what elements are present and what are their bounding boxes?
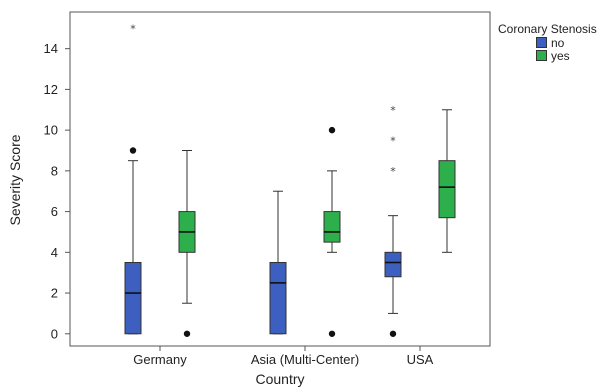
series-no-outlier-dot bbox=[129, 147, 137, 154]
y-tick-label: 4 bbox=[51, 245, 58, 260]
y-axis-label: Severity Score bbox=[7, 134, 23, 225]
x-tick-label: Asia (Multi-Center) bbox=[251, 352, 359, 367]
series-no-outlier-star: * bbox=[390, 104, 396, 117]
x-axis-ticks: Germany Asia (Multi-Center) USA bbox=[133, 346, 434, 367]
legend-item-no: no bbox=[536, 35, 610, 50]
series-no-box bbox=[384, 251, 402, 278]
legend-label-no: no bbox=[551, 35, 565, 50]
x-tick-label: USA bbox=[407, 352, 434, 367]
x-tick-label: Germany bbox=[133, 352, 187, 367]
series-yes-box bbox=[323, 211, 341, 243]
series-yes-box bbox=[438, 160, 456, 219]
y-tick-label: 8 bbox=[51, 163, 58, 178]
series-no-outlier-star: * bbox=[390, 134, 396, 147]
series-no-box bbox=[269, 262, 287, 335]
x-axis-label: Country bbox=[255, 371, 304, 387]
y-tick-label: 12 bbox=[44, 82, 58, 97]
legend-title: Coronary Stenosis bbox=[498, 22, 597, 36]
y-tick-label: 2 bbox=[51, 286, 58, 301]
legend-item-yes: yes bbox=[536, 48, 610, 63]
series-yes-outlier-dot bbox=[183, 330, 191, 337]
series-yes-outlier-dot bbox=[328, 126, 336, 134]
series-no-outlier-dot bbox=[389, 330, 397, 337]
box-series: * * * * bbox=[124, 22, 456, 337]
y-tick-label: 0 bbox=[51, 326, 58, 341]
legend-swatch-yes bbox=[536, 50, 547, 61]
series-no-outlier-star: * bbox=[390, 165, 396, 178]
legend: Coronary Stenosis no yes bbox=[498, 22, 610, 63]
legend-label-yes: yes bbox=[551, 48, 570, 63]
series-yes-outlier-dot bbox=[328, 330, 336, 337]
series-no-box bbox=[124, 262, 142, 335]
series-no-outlier-star: * bbox=[130, 22, 136, 35]
y-tick-label: 10 bbox=[44, 123, 58, 138]
legend-swatch-no bbox=[536, 37, 547, 48]
y-tick-label: 6 bbox=[51, 204, 58, 219]
y-tick-label: 14 bbox=[44, 41, 58, 56]
y-axis-ticks: 0 2 4 6 8 10 12 14 bbox=[44, 41, 70, 341]
